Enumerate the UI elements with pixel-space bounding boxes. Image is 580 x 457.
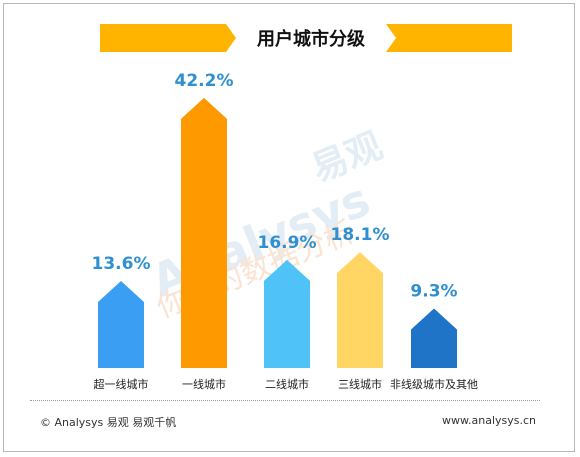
value-label-5: 9.3% bbox=[410, 281, 457, 301]
value-label-4: 18.1% bbox=[331, 225, 390, 245]
title-banner-left bbox=[100, 24, 236, 52]
value-label-3: 16.9% bbox=[258, 233, 317, 253]
value-label-1: 13.6% bbox=[92, 254, 151, 274]
bar-2 bbox=[181, 97, 227, 369]
footer-copyright: © Analysys 易观 易观千帆 bbox=[40, 416, 177, 429]
value-label-2: 42.2% bbox=[175, 71, 234, 91]
chart-frame bbox=[3, 3, 575, 452]
category-label-4: 三线城市 bbox=[338, 377, 382, 391]
title-banner-right bbox=[386, 24, 512, 52]
bar-5 bbox=[411, 308, 457, 368]
category-label-2: 一线城市 bbox=[182, 377, 226, 391]
bar-4 bbox=[337, 252, 383, 368]
footer-website: www.analysys.cn bbox=[442, 414, 536, 427]
category-label-1: 超一线城市 bbox=[94, 377, 149, 391]
footer-divider bbox=[30, 400, 540, 401]
chart-title: 用户城市分级 bbox=[257, 28, 366, 50]
bars-group: 13.6% 超一线城市 42.2% 一线城市 16.9% 二线城市 18.1% 三线城市 9.3… bbox=[92, 71, 478, 391]
bar-1 bbox=[98, 280, 144, 368]
category-label-5: 非线级城市及其他 bbox=[390, 377, 478, 391]
category-label-3: 二线城市 bbox=[265, 377, 309, 391]
title-banner: 用户城市分级 bbox=[100, 24, 512, 52]
bar-3 bbox=[264, 259, 310, 368]
